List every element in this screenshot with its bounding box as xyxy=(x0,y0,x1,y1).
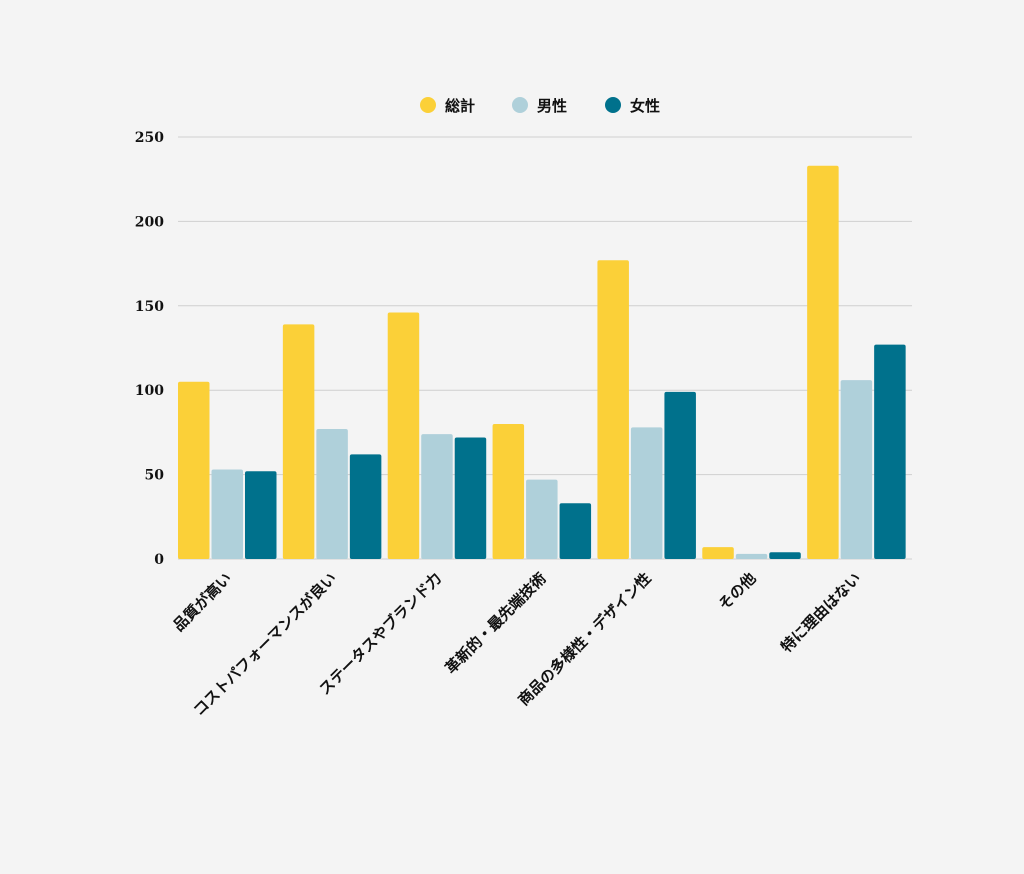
legend-swatch xyxy=(512,97,528,113)
y-tick-label: 50 xyxy=(145,468,165,484)
y-tick-label: 150 xyxy=(135,299,164,315)
bar xyxy=(211,469,243,559)
x-tick-label: 特に理由はない xyxy=(777,569,864,656)
bar xyxy=(282,324,315,559)
x-tick-label: その他 xyxy=(715,569,760,614)
bar xyxy=(387,312,420,559)
bar xyxy=(245,471,277,559)
legend-label: 男性 xyxy=(537,97,567,115)
bar xyxy=(316,429,348,559)
y-tick-label: 100 xyxy=(135,383,164,399)
y-tick-label: 200 xyxy=(135,214,164,230)
bar xyxy=(421,434,453,559)
bars xyxy=(178,165,906,560)
x-axis: 品質が高いコストパフォーマンスが良いステータスやブランド力革新的・最先端技術商品… xyxy=(169,569,864,719)
legend-swatch xyxy=(420,97,436,113)
legend-item: 総計 xyxy=(420,97,475,115)
bar xyxy=(807,165,839,560)
x-tick-label: 品質が高い xyxy=(169,569,235,635)
y-tick-label: 0 xyxy=(154,552,164,568)
bar xyxy=(559,503,592,559)
x-tick-label: ステータスやブランド力 xyxy=(316,569,445,698)
bar xyxy=(597,260,629,559)
bar xyxy=(735,553,768,559)
bar xyxy=(630,427,663,559)
legend-swatch xyxy=(605,97,621,113)
bar xyxy=(840,380,873,559)
bar xyxy=(349,454,382,559)
legend-label: 女性 xyxy=(630,97,660,115)
bar xyxy=(526,479,558,559)
legend: 総計 男性 女性 xyxy=(420,97,660,115)
bar xyxy=(178,381,210,559)
bar xyxy=(769,552,801,559)
legend-item: 女性 xyxy=(605,97,660,115)
legend-item: 男性 xyxy=(512,97,567,115)
bar xyxy=(702,547,734,559)
y-axis: 0 50 100 150 200 250 xyxy=(135,130,164,568)
x-tick-label: 革新的・最先端技術 xyxy=(442,569,550,677)
legend-label: 総計 xyxy=(445,97,475,115)
bar xyxy=(664,391,696,559)
bar xyxy=(874,344,906,559)
bar xyxy=(492,423,525,559)
y-tick-label: 250 xyxy=(135,130,164,146)
bar xyxy=(454,437,487,559)
